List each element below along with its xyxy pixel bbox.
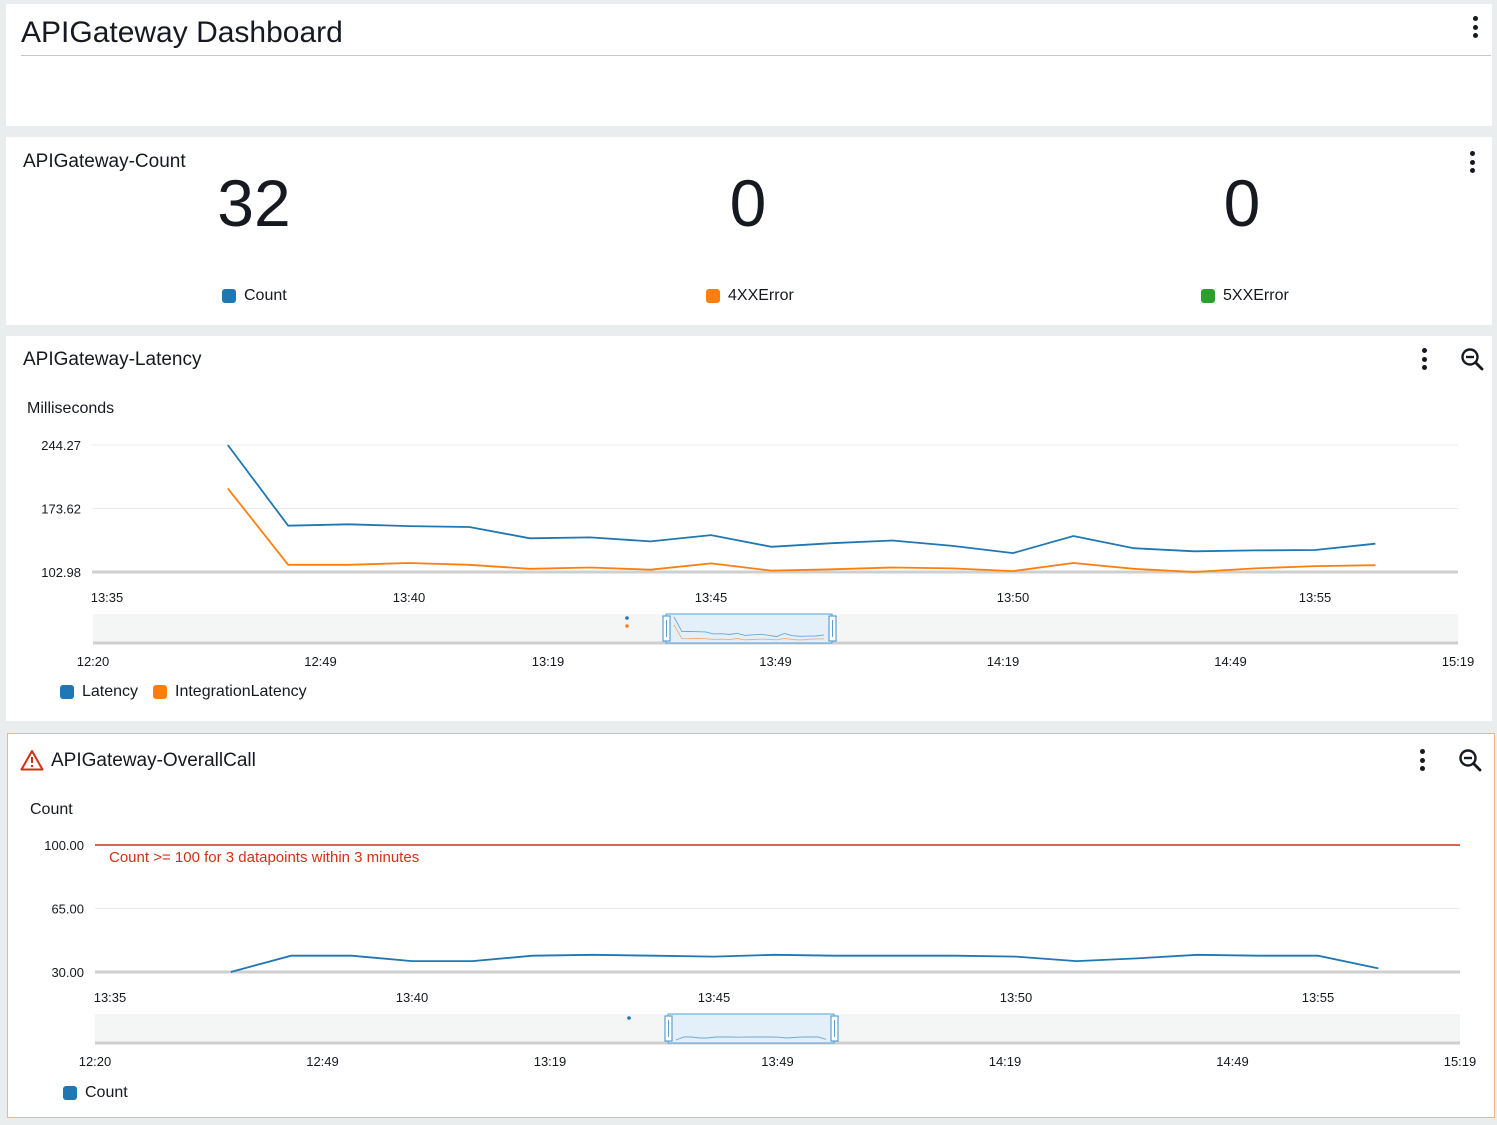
count-legend[interactable]: Count [222, 287, 287, 305]
overall-call-more-options-icon[interactable] [1418, 749, 1426, 771]
integration-latency-legend[interactable]: IntegrationLatency [153, 683, 307, 701]
overall-count-swatch [63, 1086, 77, 1100]
latency-legend-label: Latency [82, 683, 139, 700]
overall-call-widget-title: APIGateway-OverallCall [51, 750, 256, 771]
overall-count-legend-label: Count [85, 1084, 128, 1101]
integration-latency-swatch [153, 685, 167, 699]
4xx-error-swatch [706, 289, 720, 303]
count-value: 32 [217, 166, 291, 240]
latency-zoom-out-icon[interactable] [1459, 346, 1485, 372]
page-title: APIGateway Dashboard [21, 16, 343, 49]
5xx-error-value: 0 [1223, 166, 1261, 240]
count-widget: APIGateway-Count 32 0 0 Count 4XXError 5… [6, 137, 1492, 325]
dashboard-header: APIGateway Dashboard [6, 4, 1492, 126]
overall-call-zoom-out-icon[interactable] [1457, 747, 1483, 773]
latency-swatch [60, 685, 74, 699]
5xx-error-legend[interactable]: 5XXError [1201, 287, 1289, 305]
latency-more-options-icon[interactable] [1420, 348, 1428, 370]
warning-icon [20, 750, 44, 771]
latency-widget-title: APIGateway-Latency [23, 349, 202, 370]
4xx-error-value: 0 [729, 166, 767, 240]
4xx-error-legend[interactable]: 4XXError [706, 287, 794, 305]
latency-widget: APIGateway-Latency Milliseconds Latency … [6, 336, 1492, 721]
dashboard-more-options-icon[interactable] [1471, 16, 1479, 38]
5xx-error-legend-label: 5XXError [1223, 287, 1289, 304]
latency-legend[interactable]: Latency [60, 683, 138, 701]
overall-call-unit-label: Count [30, 801, 73, 818]
title-divider [21, 55, 1491, 56]
4xx-error-legend-label: 4XXError [728, 287, 794, 304]
latency-unit-label: Milliseconds [27, 400, 115, 417]
count-widget-title: APIGateway-Count [23, 151, 186, 172]
overall-call-widget: APIGateway-OverallCall Count Count [7, 733, 1495, 1118]
count-legend-label: Count [244, 287, 287, 304]
count-swatch [222, 289, 236, 303]
integration-latency-legend-label: IntegrationLatency [175, 683, 307, 700]
5xx-error-swatch [1201, 289, 1215, 303]
overall-count-legend[interactable]: Count [63, 1084, 128, 1102]
count-widget-more-options-icon[interactable] [1468, 151, 1476, 173]
